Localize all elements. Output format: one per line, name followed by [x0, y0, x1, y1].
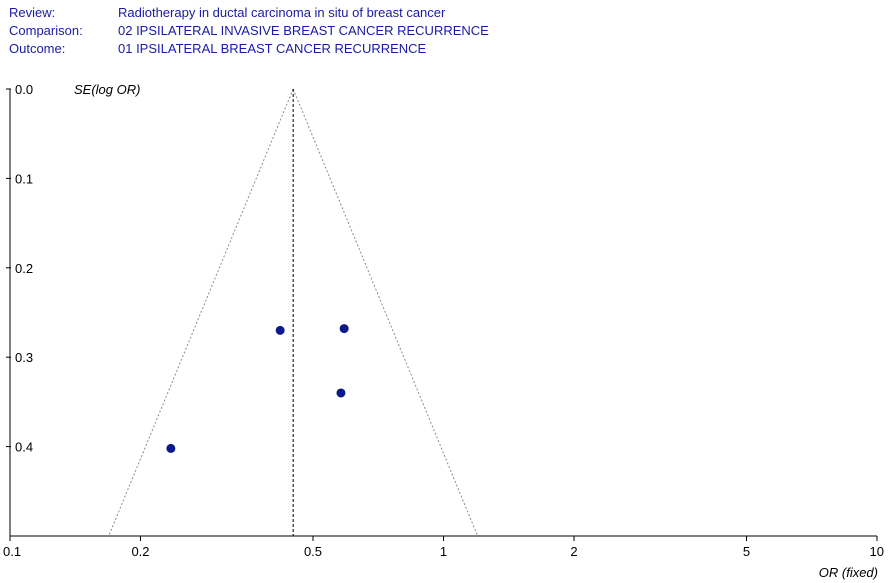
- x-tick-label: 0.5: [304, 544, 322, 559]
- chart-header: Review: Radiotherapy in ductal carcinoma…: [9, 4, 489, 58]
- x-tick-label: 2: [570, 544, 577, 559]
- x-tick-label: 0.1: [3, 544, 21, 559]
- y-tick-label: 0.2: [15, 261, 33, 276]
- funnel-lines: [108, 88, 479, 537]
- study-point: [275, 325, 285, 335]
- study-point: [336, 388, 346, 398]
- study-points: [166, 324, 349, 453]
- review-label: Review:: [9, 5, 56, 20]
- funnel-left-limit: [108, 88, 294, 537]
- outcome-label: Outcome:: [9, 41, 66, 56]
- x-tick-label: 5: [743, 544, 750, 559]
- comparison-row: Comparison: 02 IPSILATERAL INVASIVE BREA…: [9, 22, 489, 40]
- review-value: Radiotherapy in ductal carcinoma in situ…: [118, 5, 446, 20]
- y-tick-label: 0.1: [15, 171, 33, 186]
- y-tick-label: 0.4: [15, 440, 33, 455]
- study-point: [166, 443, 176, 453]
- x-tick-label: 10: [870, 544, 884, 559]
- x-tick-label: 1: [440, 544, 447, 559]
- funnel-right-limit: [292, 88, 479, 537]
- outcome-value: 01 IPSILATERAL BREAST CANCER RECURRENCE: [118, 41, 427, 56]
- study-point: [339, 324, 349, 334]
- x-axis-title: OR (fixed): [819, 565, 878, 580]
- outcome-row: Outcome: 01 IPSILATERAL BREAST CANCER RE…: [9, 40, 489, 58]
- y-tick-label: 0.3: [15, 350, 33, 365]
- review-row: Review: Radiotherapy in ductal carcinoma…: [9, 4, 489, 22]
- x-tick-label: 0.2: [131, 544, 149, 559]
- comparison-label: Comparison:: [9, 23, 83, 38]
- comparison-value: 02 IPSILATERAL INVASIVE BREAST CANCER RE…: [118, 23, 489, 38]
- y-axis-title: SE(log OR): [74, 82, 140, 97]
- y-tick-label: 0.0: [15, 82, 33, 97]
- axes: 0.0 0.1 0.2 0.3 0.4 0.1 0.2 0.5 1 2 5 10: [3, 82, 884, 559]
